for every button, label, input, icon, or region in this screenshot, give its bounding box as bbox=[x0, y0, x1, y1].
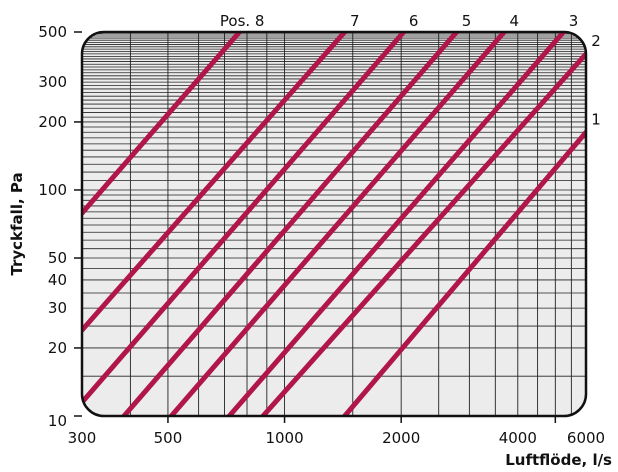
y-tick-label: 30 bbox=[48, 299, 67, 317]
series-line bbox=[168, 32, 507, 416]
axis-tick-marks bbox=[74, 31, 557, 423]
series-line bbox=[82, 32, 348, 333]
series-label: 3 bbox=[569, 12, 579, 30]
series-line bbox=[121, 32, 460, 416]
y-tick-label: 200 bbox=[38, 113, 67, 131]
x-axis-tick-labels: 300 500 1000 2000 4000 6000 bbox=[68, 429, 605, 447]
y-tick-label: 20 bbox=[48, 339, 67, 357]
series-label: 4 bbox=[509, 12, 519, 30]
series-line bbox=[226, 32, 566, 416]
series-label: 2 bbox=[591, 32, 601, 50]
plot-frame bbox=[80, 30, 588, 418]
series-line bbox=[82, 32, 407, 405]
series-lines bbox=[82, 32, 586, 416]
series-label: 1 bbox=[591, 110, 601, 128]
series-label: 5 bbox=[462, 12, 472, 30]
y-axis-tick-labels: 10 20 30 40 50 100 200 300 500 bbox=[38, 23, 67, 430]
x-axis-label: Luftflöde, l/s bbox=[505, 451, 612, 469]
y-tick-label: 10 bbox=[48, 412, 67, 430]
y-tick-label: 500 bbox=[38, 23, 67, 41]
x-tick-label: 500 bbox=[154, 429, 183, 447]
y-tick-label: 300 bbox=[38, 73, 67, 91]
x-tick-label: 4000 bbox=[499, 429, 537, 447]
series-label: 6 bbox=[409, 12, 419, 30]
x-tick-label: 300 bbox=[68, 429, 97, 447]
y-tick-label: 40 bbox=[48, 271, 67, 289]
series-label: 7 bbox=[350, 12, 360, 30]
series-label: Pos. 8 bbox=[220, 12, 265, 30]
x-tick-label: 2000 bbox=[382, 429, 420, 447]
x-tick-label: 1000 bbox=[265, 429, 303, 447]
series-line bbox=[260, 51, 586, 416]
series-line bbox=[342, 129, 586, 416]
y-tick-label: 100 bbox=[38, 181, 67, 199]
series-line bbox=[82, 32, 242, 216]
x-tick-label: 6000 bbox=[567, 429, 605, 447]
y-tick-label: 50 bbox=[48, 249, 67, 267]
series-labels: Pos. 8 7 6 5 4 32 1 bbox=[220, 12, 601, 128]
y-axis-label: Tryckfall, Pa bbox=[8, 172, 26, 275]
